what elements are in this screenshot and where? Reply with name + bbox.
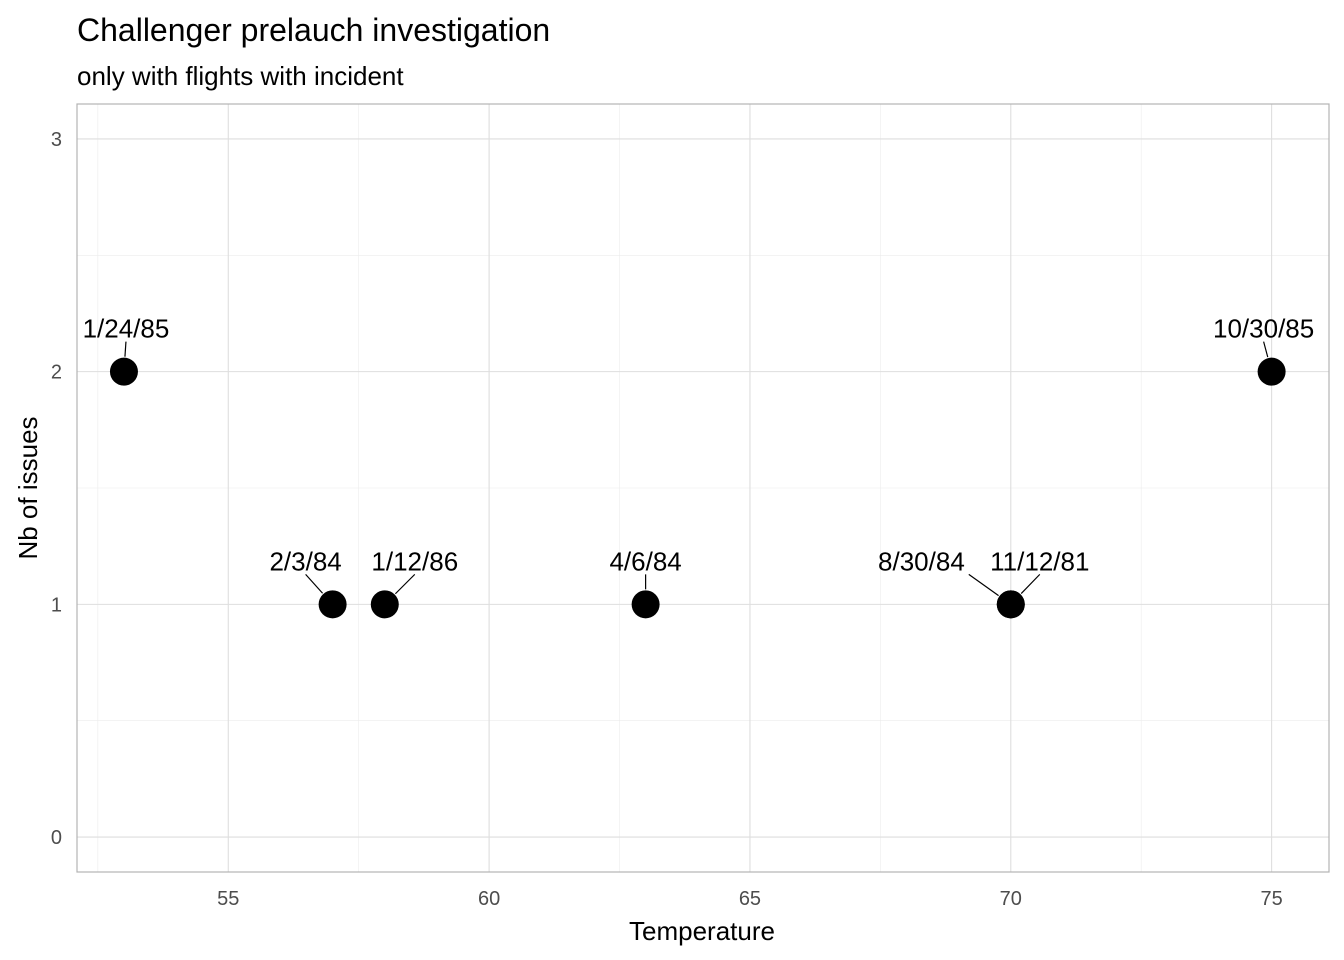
x-tick-label: 75 bbox=[1260, 888, 1282, 910]
data-point bbox=[318, 590, 347, 619]
y-tick-label: 0 bbox=[51, 827, 62, 849]
x-tick-label: 65 bbox=[739, 888, 761, 910]
point-label: 1/24/85 bbox=[83, 314, 170, 344]
point-label: 8/30/84 bbox=[878, 546, 965, 576]
point-label: 11/12/81 bbox=[990, 546, 1089, 576]
leader-line bbox=[124, 341, 127, 357]
x-tick-label: 55 bbox=[217, 888, 239, 910]
y-axis-ticks: 0 1 2 3 bbox=[51, 129, 62, 849]
y-tick-label: 2 bbox=[51, 362, 62, 384]
panel-border bbox=[76, 103, 1330, 873]
x-axis-title: Temperature bbox=[629, 916, 775, 946]
leader-line bbox=[968, 573, 999, 597]
leader-line bbox=[1020, 573, 1041, 594]
data-point bbox=[996, 590, 1025, 619]
leader-line bbox=[1263, 341, 1269, 358]
x-axis-ticks: 55 60 65 70 75 bbox=[217, 888, 1283, 910]
label-leader-lines bbox=[124, 341, 1269, 597]
x-tick-label: 60 bbox=[478, 888, 500, 910]
x-tick-label: 70 bbox=[1000, 888, 1022, 910]
data-point bbox=[370, 590, 399, 619]
data-point bbox=[631, 590, 660, 619]
chart-title: Challenger prelauch investigation bbox=[77, 12, 551, 48]
point-label: 2/3/84 bbox=[269, 546, 341, 576]
grid-lines bbox=[77, 104, 1329, 872]
point-label: 4/6/84 bbox=[609, 546, 681, 576]
y-tick-label: 1 bbox=[51, 594, 62, 616]
data-points bbox=[109, 357, 1286, 619]
data-point bbox=[109, 357, 138, 386]
point-label: 1/12/86 bbox=[371, 546, 458, 576]
leader-line bbox=[394, 573, 416, 595]
chart-subtitle: only with flights with incident bbox=[77, 61, 404, 91]
point-label: 10/30/85 bbox=[1213, 314, 1314, 344]
data-point bbox=[1257, 357, 1286, 386]
leader-line bbox=[305, 573, 324, 594]
point-labels: 1/24/85 2/3/84 1/12/86 4/6/84 8/30/84 11/12/8… bbox=[83, 314, 1315, 577]
y-tick-label: 3 bbox=[51, 129, 62, 151]
y-axis-title: Nb of issues bbox=[13, 416, 43, 559]
